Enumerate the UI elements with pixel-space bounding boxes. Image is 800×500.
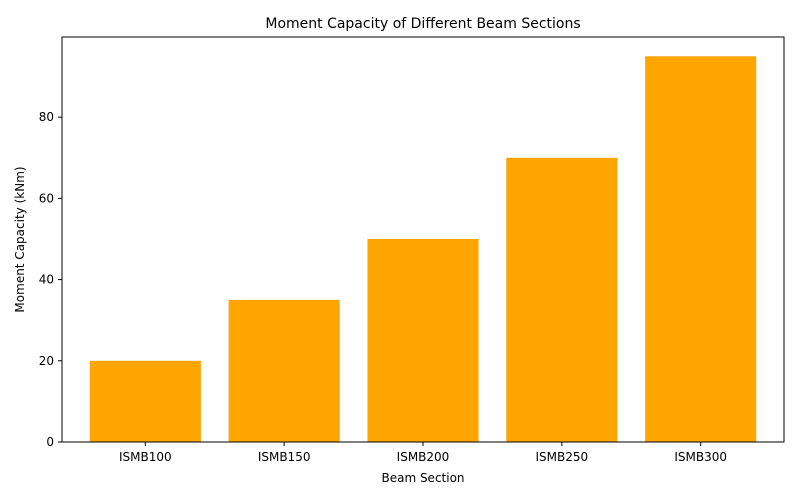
x-axis-ticks: ISMB100 ISMB150 ISMB200 ISMB250 ISMB300 [119, 442, 727, 464]
x-tick-label: ISMB200 [397, 450, 450, 464]
y-tick-label: 80 [39, 110, 54, 124]
y-tick-label: 40 [39, 273, 54, 287]
plot-frame [61, 36, 785, 443]
bars-group [89, 56, 757, 443]
y-tick-label: 0 [46, 435, 54, 449]
bar-ismb100 [89, 360, 201, 442]
bar-ismb250 [506, 157, 618, 442]
plot-area: ISMB100 ISMB150 ISMB200 ISMB250 ISMB300 0 20 4… [39, 36, 785, 464]
bar-ismb150 [228, 299, 340, 442]
x-tick-label: ISMB150 [258, 450, 311, 464]
y-axis-label: Moment Capacity (kNm) [13, 166, 27, 312]
chart-title: Moment Capacity of Different Beam Sectio… [265, 16, 580, 32]
x-tick-label: ISMB250 [536, 450, 589, 464]
y-tick-label: 60 [39, 191, 54, 205]
y-tick-label: 20 [39, 354, 54, 368]
bar-ismb200 [367, 238, 479, 442]
x-tick-label: ISMB100 [119, 450, 172, 464]
y-axis-ticks: 0 20 40 60 80 [39, 110, 62, 449]
x-tick-label: ISMB300 [674, 450, 727, 464]
x-axis-label: Beam Section [381, 471, 464, 485]
bar-ismb300 [645, 56, 757, 443]
